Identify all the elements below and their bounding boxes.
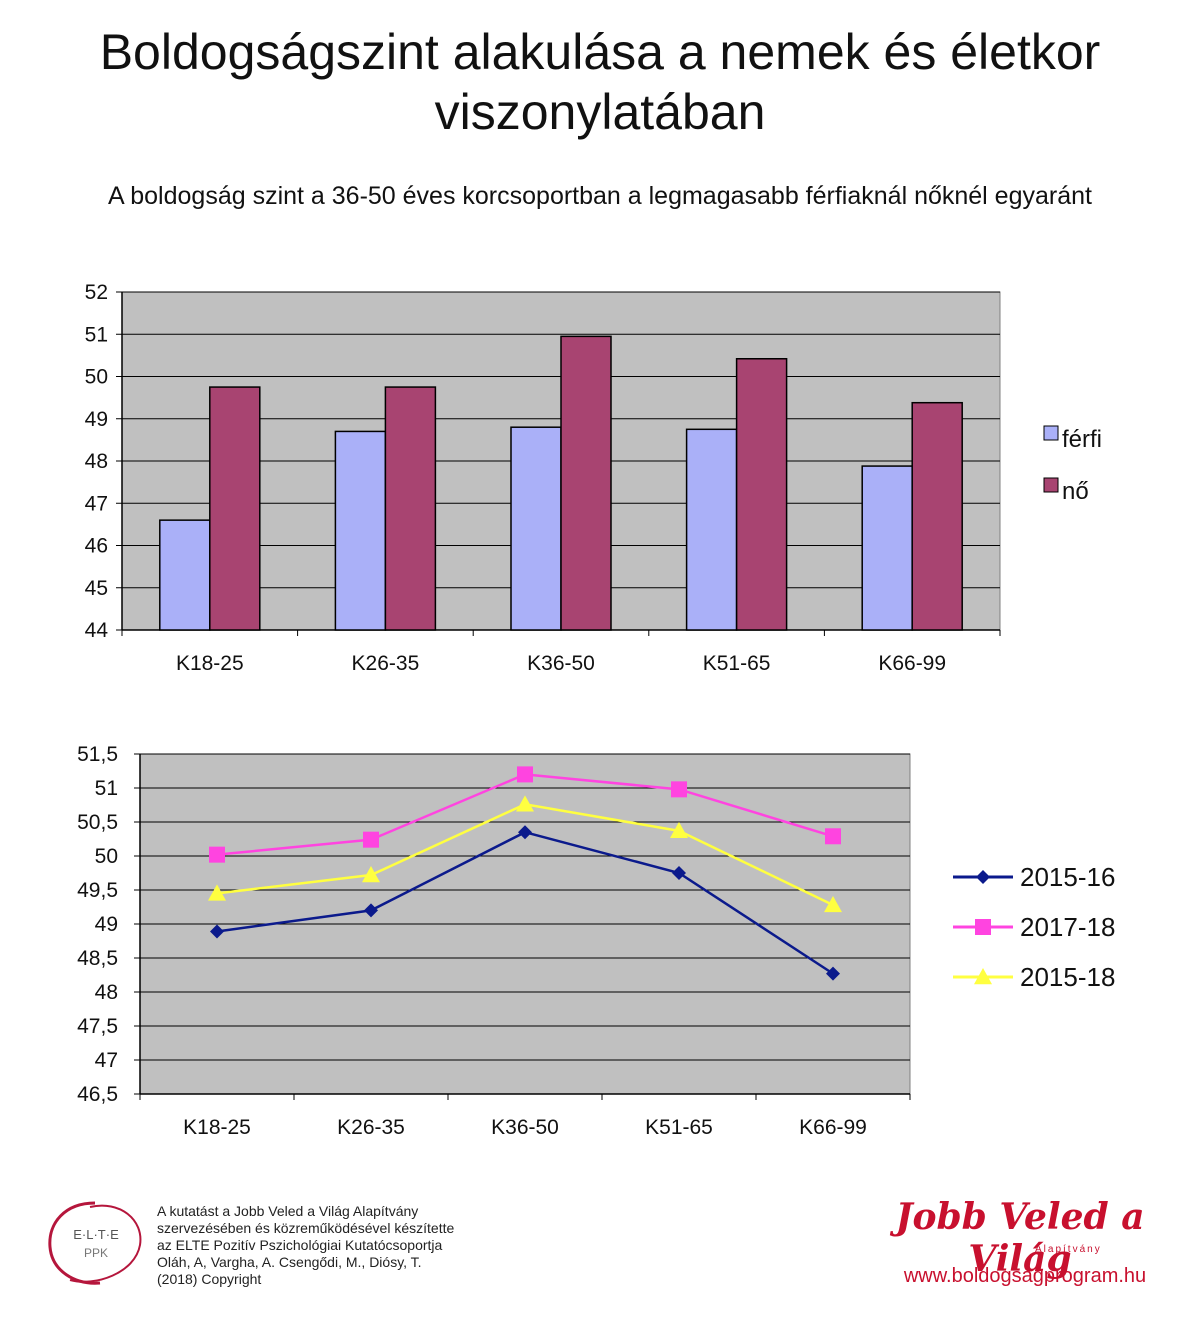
y-tick-label: 51 bbox=[85, 323, 108, 346]
website-link[interactable]: www.boldogsagprogram.hu bbox=[903, 1265, 1147, 1287]
legend-swatch bbox=[1043, 425, 1059, 441]
y-tick-label: 52 bbox=[85, 281, 108, 304]
marker-triangle bbox=[208, 884, 226, 901]
footer-line: szervezésében és közreműködésével készít… bbox=[157, 1220, 455, 1236]
x-tick-label: K66-99 bbox=[878, 652, 946, 675]
title-line-1: Boldogságszint alakulása a nemek és élet… bbox=[99, 24, 1101, 80]
y-tick-label: 47 bbox=[95, 1049, 118, 1072]
marker-square bbox=[975, 919, 991, 935]
x-tick-label: K66-99 bbox=[799, 1116, 867, 1139]
y-tick-label: 47 bbox=[85, 492, 108, 515]
legend-label: 2015-16 bbox=[1020, 862, 1115, 892]
y-tick-label: 48 bbox=[85, 450, 108, 473]
title-line-2: viszonylatában bbox=[434, 84, 766, 140]
legend-swatch bbox=[1043, 477, 1059, 493]
bar-nő bbox=[735, 358, 788, 631]
marker-square bbox=[671, 781, 687, 798]
footer-line: Oláh, A, Vargha, A. Csengődi, M., Diósy,… bbox=[157, 1254, 422, 1270]
marker-triangle bbox=[362, 866, 380, 883]
bar-férfi bbox=[861, 465, 913, 631]
marker-triangle bbox=[516, 795, 534, 812]
y-tick-label: 48 bbox=[95, 981, 118, 1004]
page-subtitle: A boldogság szint a 36-50 éves korcsopor… bbox=[108, 182, 1092, 210]
bar-nő bbox=[911, 401, 963, 631]
y-tick-label: 46 bbox=[85, 535, 108, 558]
y-tick-label: 48,5 bbox=[77, 947, 118, 970]
elte-logo: E·L·T·E PPK bbox=[48, 1201, 142, 1285]
marker-square bbox=[825, 828, 841, 845]
x-tick-label: K36-50 bbox=[491, 1116, 559, 1139]
y-tick-label: 51,5 bbox=[77, 743, 118, 766]
footer-line: A kutatást a Jobb Veled a Világ Alapítvá… bbox=[157, 1203, 419, 1219]
marker-square bbox=[517, 766, 533, 783]
y-tick-label: 50 bbox=[85, 366, 108, 389]
line-chart: 46,5 47 47,5 48 48,5 49 49,5 50 50,5 51 51,5 K18-25… bbox=[77, 743, 1115, 1139]
x-tick-label: K26-35 bbox=[352, 652, 420, 675]
marker-triangle bbox=[974, 968, 992, 985]
marker-diamond bbox=[826, 966, 840, 981]
brand-logo-text: Jobb Veled a Világ bbox=[895, 1196, 1145, 1280]
bar-férfi bbox=[334, 430, 387, 631]
footer-credits: A kutatást a Jobb Veled a Világ Alapítvá… bbox=[157, 1203, 454, 1288]
bar-nő bbox=[384, 386, 437, 631]
x-tick-label: K36-50 bbox=[527, 652, 595, 675]
bar-férfi bbox=[685, 428, 738, 631]
footer-line: (2018) Copyright bbox=[157, 1271, 262, 1287]
y-tick-label: 45 bbox=[85, 577, 108, 600]
logo-sub: PPK bbox=[84, 1246, 108, 1260]
y-tick-label: 49 bbox=[85, 408, 108, 431]
legend-label: férfi bbox=[1062, 426, 1102, 453]
x-tick-label: K18-25 bbox=[176, 652, 244, 675]
y-tick-label: 46,5 bbox=[77, 1083, 118, 1106]
legend-label: 2017-18 bbox=[1020, 912, 1115, 942]
x-tick-label: K51-65 bbox=[703, 652, 771, 675]
brand-subtitle: Alapítvány bbox=[1035, 1244, 1102, 1255]
marker-triangle bbox=[824, 895, 842, 913]
marker-diamond bbox=[210, 924, 224, 939]
y-tick-label: 47,5 bbox=[77, 1015, 118, 1038]
legend-label: nő bbox=[1062, 478, 1089, 505]
bar-chart: 44 45 46 47 48 49 50 51 52 K18-25 K26-35 K36-50 K51-… bbox=[85, 281, 1102, 675]
y-tick-label: 44 bbox=[85, 619, 109, 642]
bar-férfi bbox=[159, 519, 211, 631]
y-tick-label: 51 bbox=[95, 777, 118, 800]
y-tick-label: 50 bbox=[95, 845, 118, 868]
legend-label: 2015-18 bbox=[1020, 962, 1115, 992]
logo-text: E·L·T·E bbox=[73, 1227, 119, 1242]
page-title: Boldogságszint alakulása a nemek és élet… bbox=[0, 22, 1200, 142]
y-tick-label: 49,5 bbox=[77, 879, 118, 902]
marker-diamond bbox=[364, 903, 378, 918]
y-tick-label: 50,5 bbox=[77, 811, 118, 834]
x-tick-label: K18-25 bbox=[183, 1116, 251, 1139]
footer-line: az ELTE Pozitív Pszichológiai Kutatócsop… bbox=[157, 1237, 443, 1253]
marker-triangle bbox=[670, 821, 688, 839]
marker-diamond bbox=[518, 825, 532, 840]
marker-square bbox=[209, 846, 225, 863]
bar-nő bbox=[560, 335, 612, 631]
bar-nő bbox=[209, 386, 261, 631]
marker-diamond bbox=[672, 866, 686, 880]
marker-square bbox=[363, 831, 379, 848]
bar-férfi bbox=[510, 426, 562, 631]
x-tick-label: K51-65 bbox=[645, 1116, 713, 1139]
marker-diamond bbox=[976, 870, 990, 884]
x-tick-label: K26-35 bbox=[337, 1116, 405, 1139]
y-tick-label: 49 bbox=[95, 913, 118, 936]
